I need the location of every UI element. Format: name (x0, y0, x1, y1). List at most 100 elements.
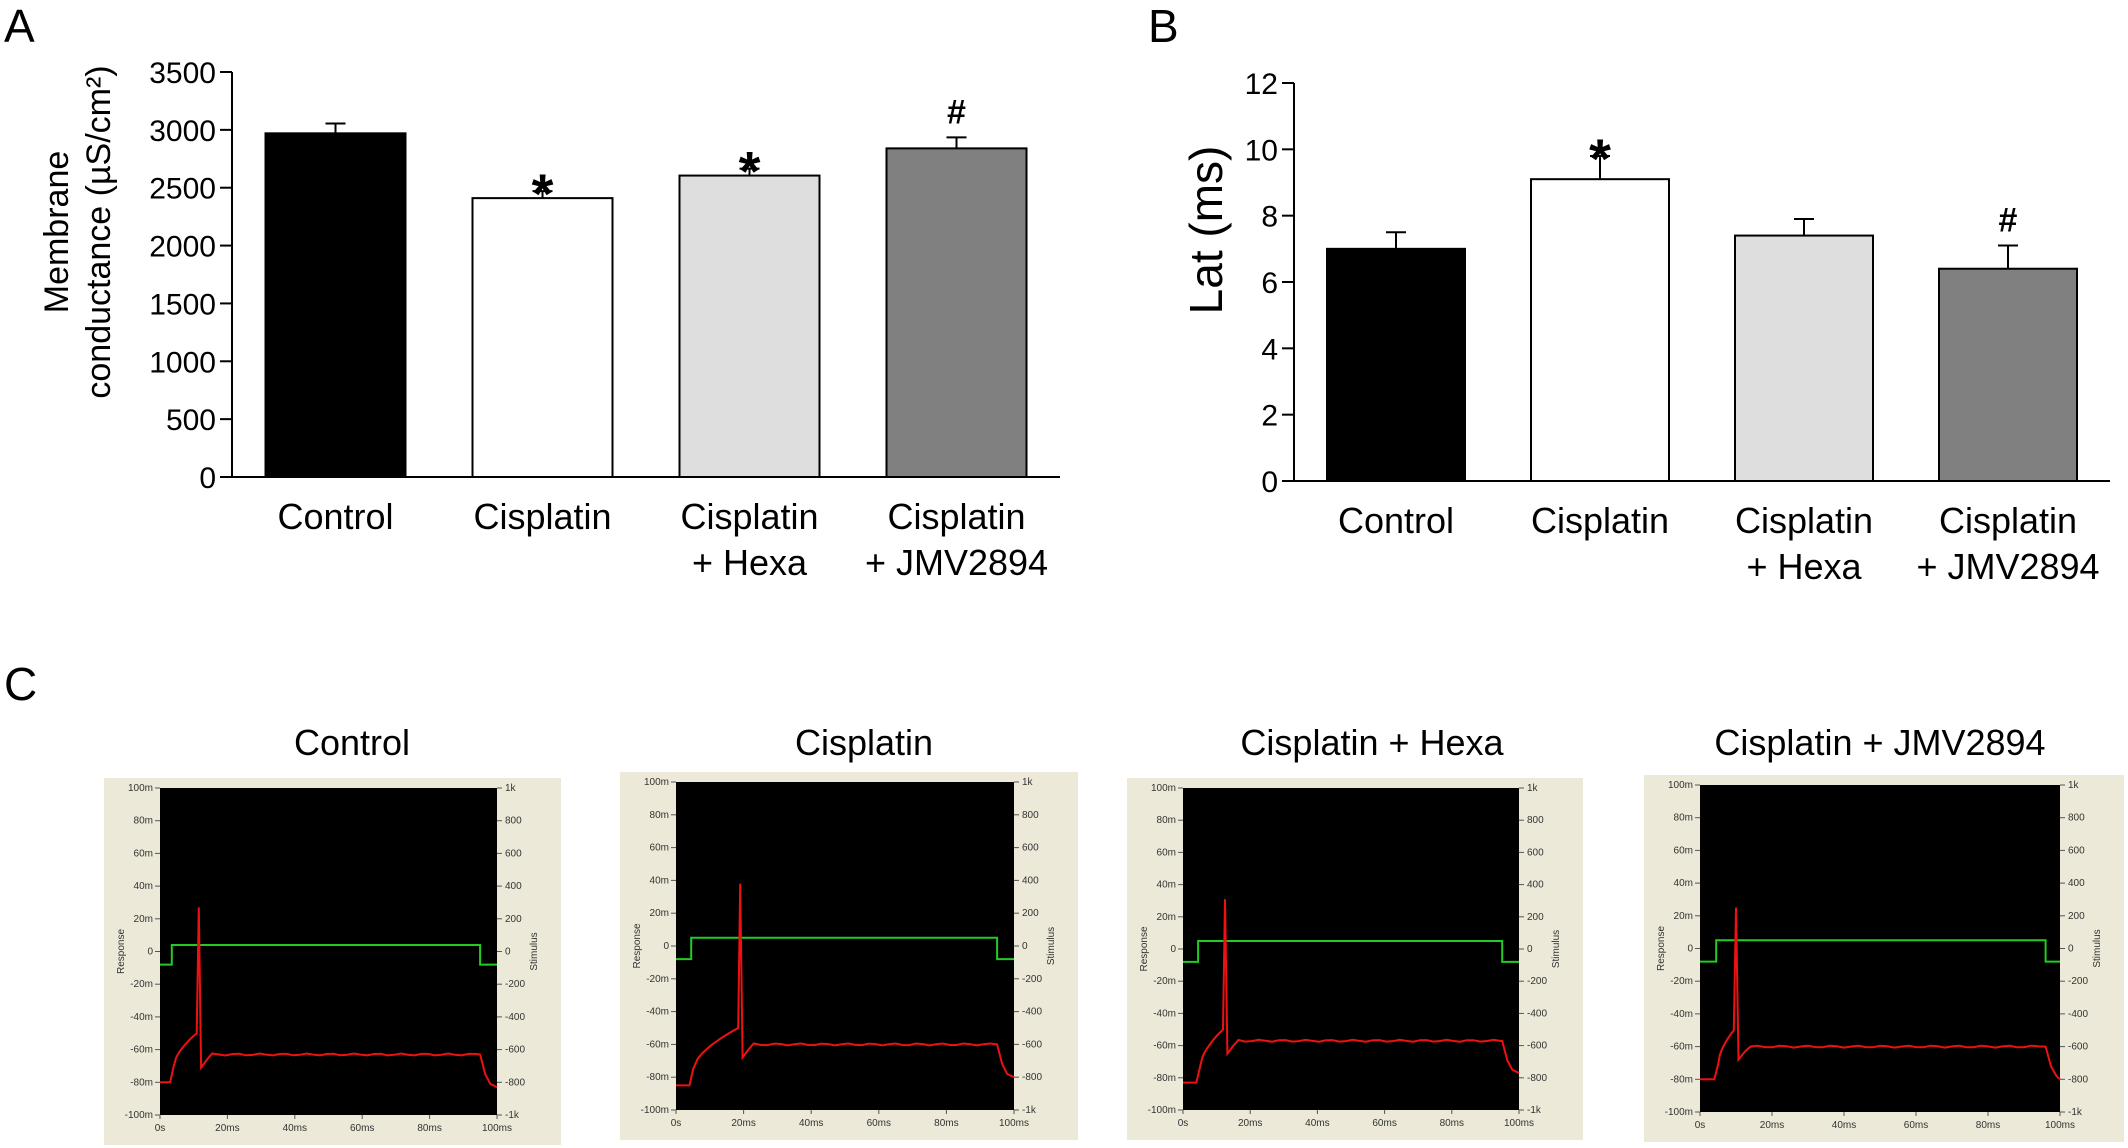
right-tick-label: -1k (1022, 1105, 1037, 1116)
trace-title-control: Control (294, 722, 410, 763)
left-tick-label: 40m (1674, 878, 1693, 889)
right-tick-label: 800 (505, 816, 522, 827)
right-tick-label: 0 (2068, 944, 2074, 955)
chart-a-ylabel-line1: Membrane (38, 151, 76, 314)
significance-hash: # (947, 93, 966, 131)
trace-titles: Control Cisplatin Cisplatin + Hexa Cispl… (294, 722, 2046, 763)
left-tick-label: 20m (650, 908, 669, 919)
left-tick-label: 0 (147, 947, 153, 958)
y-tick-label: 10 (1245, 134, 1278, 167)
right-tick-label: -600 (1022, 1039, 1042, 1050)
right-tick-label: 600 (1527, 847, 1544, 858)
left-tick-label: 60m (1674, 845, 1693, 856)
right-axis-label: Stimulus (1046, 927, 1057, 965)
x-tick-label: 100ms (2045, 1120, 2075, 1131)
stimulus-trace (676, 936, 1014, 961)
left-tick-label: -80m (130, 1077, 153, 1088)
left-tick-label: -40m (130, 1012, 153, 1023)
right-axis-label: Stimulus (2092, 929, 2103, 967)
significance-hash: # (1999, 202, 2018, 240)
left-tick-label: 100m (644, 777, 669, 788)
category-label: Cisplatin (680, 496, 818, 537)
left-tick-label: -20m (1670, 976, 1693, 987)
right-tick-label: 200 (1527, 912, 1544, 923)
x-tick-label: 60ms (350, 1123, 374, 1134)
right-tick-label: -800 (505, 1077, 525, 1088)
category-label: Cisplatin (1939, 500, 2077, 541)
category-label: Control (277, 496, 393, 537)
y-tick-label: 2500 (149, 173, 216, 206)
right-tick-label: 1k (2068, 780, 2080, 791)
bar-3 (678, 174, 821, 478)
y-tick-label: 3500 (149, 57, 216, 90)
left-tick-label: 100m (128, 783, 153, 794)
right-axis-label: Stimulus (529, 932, 540, 970)
y-tick-label: 0 (1261, 466, 1278, 499)
chart-a: Membrane conductance (µS/cm²) 0 500 1000 15… (38, 57, 1060, 583)
y-tick-label: 4 (1261, 333, 1278, 366)
left-tick-label: 100m (1151, 783, 1176, 794)
left-tick-label: 80m (650, 810, 669, 821)
panel-letter-b: B (1148, 0, 1179, 52)
left-tick-label: -60m (1670, 1042, 1693, 1053)
category-label: Cisplatin (473, 496, 611, 537)
x-tick-label: 20ms (1238, 1118, 1262, 1129)
right-tick-label: -800 (1022, 1072, 1042, 1083)
left-axis-label: Response (1656, 926, 1667, 971)
right-tick-label: 1k (505, 783, 517, 794)
right-tick-label: 200 (505, 914, 522, 925)
trace-panel-2: 100m 80m 60m 40m 20m 0 -20m -40m -60m -80m -100m 1k… (620, 772, 1078, 1140)
right-tick-label: 400 (1022, 875, 1039, 886)
right-tick-label: 0 (1527, 944, 1533, 955)
right-tick-label: 0 (1022, 941, 1028, 952)
trace-plot-area (676, 782, 1014, 1110)
chart-b-ylabel: Lat (ms) (1180, 146, 1232, 315)
category-label: + JMV2894 (1916, 546, 2099, 587)
left-tick-label: -60m (646, 1039, 669, 1050)
right-tick-label: 400 (505, 881, 522, 892)
bar-4 (1938, 267, 2078, 482)
left-axis-label: Response (1139, 926, 1150, 971)
bar-2 (1530, 178, 1670, 483)
category-label: Cisplatin (887, 496, 1025, 537)
trace-panels: 100m 80m 60m 40m 20m 0 -20m -40m -60m -80m -100m 1k… (104, 772, 2124, 1145)
trace-panel-1: 100m 80m 60m 40m 20m 0 -20m -40m -60m -80m -100m 1k… (104, 778, 561, 1145)
response-trace (676, 883, 1015, 1087)
left-tick-label: -80m (1153, 1073, 1176, 1084)
left-tick-label: 0 (1687, 944, 1693, 955)
right-tick-label: 1k (1527, 783, 1539, 794)
right-tick-label: 600 (505, 848, 522, 859)
category-label: Cisplatin (1735, 500, 1873, 541)
left-tick-label: -40m (1153, 1008, 1176, 1019)
left-tick-label: 20m (1157, 912, 1176, 923)
left-tick-label: 60m (1157, 847, 1176, 858)
x-tick-label: 100ms (999, 1118, 1029, 1129)
x-tick-label: 40ms (1305, 1118, 1329, 1129)
y-tick-label: 6 (1261, 267, 1278, 300)
left-tick-label: 20m (134, 914, 153, 925)
stimulus-trace (1700, 939, 2060, 963)
left-tick-label: -100m (1665, 1107, 1693, 1118)
x-tick-label: 20ms (1760, 1120, 1784, 1131)
right-tick-label: 600 (1022, 843, 1039, 854)
left-tick-label: -20m (1153, 976, 1176, 987)
y-tick-label: 2 (1261, 400, 1278, 433)
x-tick-label: 100ms (482, 1123, 512, 1134)
left-tick-label: -100m (125, 1110, 153, 1121)
x-tick-label: 60ms (1904, 1120, 1928, 1131)
category-label: + Hexa (692, 542, 808, 583)
left-tick-label: -60m (130, 1045, 153, 1056)
right-tick-label: -200 (2068, 976, 2088, 987)
left-tick-label: -60m (1153, 1041, 1176, 1052)
right-tick-label: 1k (1022, 777, 1034, 788)
right-tick-label: 200 (1022, 908, 1039, 919)
x-tick-label: 0s (671, 1118, 682, 1129)
right-tick-label: 800 (1527, 815, 1544, 826)
y-tick-label: 12 (1245, 68, 1278, 101)
bar-1 (1326, 247, 1466, 482)
left-tick-label: -40m (646, 1007, 669, 1018)
left-tick-label: 0 (1170, 944, 1176, 955)
left-tick-label: -20m (646, 974, 669, 985)
significance-star: * (739, 140, 761, 203)
response-trace (160, 907, 498, 1089)
